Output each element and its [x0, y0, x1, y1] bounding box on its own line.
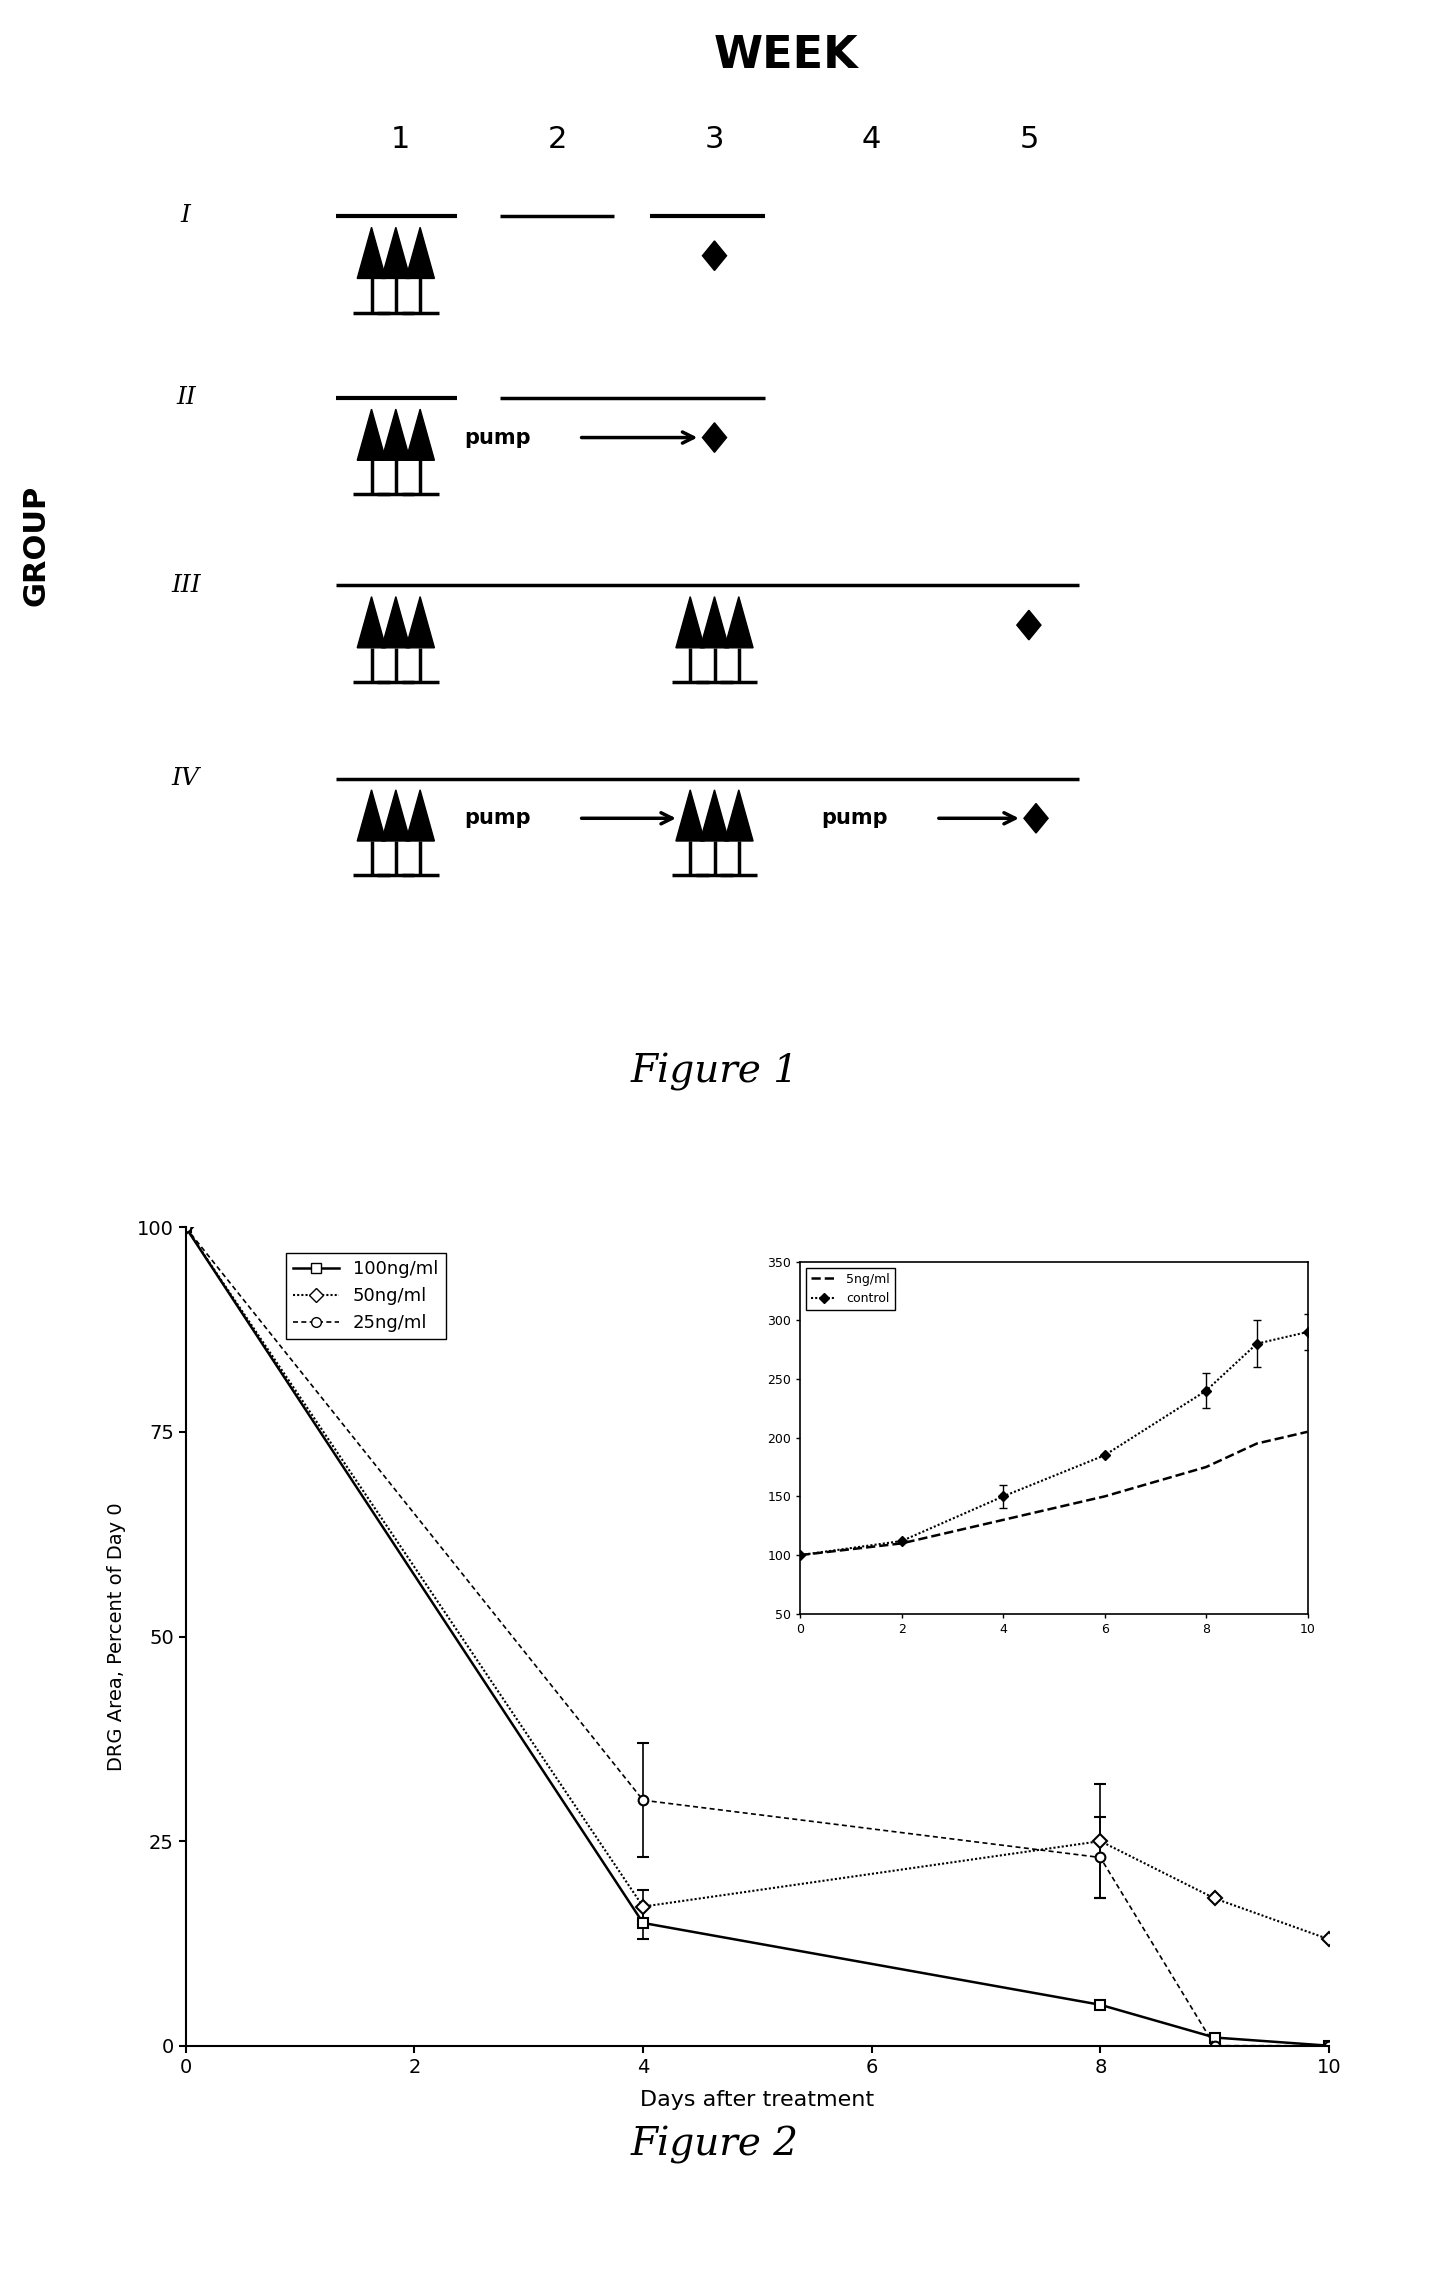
Polygon shape [725, 791, 753, 841]
Text: pump: pump [464, 809, 532, 827]
Text: 3: 3 [704, 125, 725, 155]
Text: pump: pump [464, 427, 532, 448]
Polygon shape [1017, 609, 1040, 641]
Polygon shape [357, 409, 386, 459]
Polygon shape [725, 596, 753, 648]
Legend: 100ng/ml, 50ng/ml, 25ng/ml: 100ng/ml, 50ng/ml, 25ng/ml [286, 1252, 446, 1339]
Text: WEEK: WEEK [713, 34, 859, 77]
Polygon shape [676, 791, 704, 841]
Polygon shape [406, 409, 434, 459]
Polygon shape [700, 791, 729, 841]
Y-axis label: DRG Area, Percent of Day 0: DRG Area, Percent of Day 0 [107, 1502, 126, 1771]
Polygon shape [700, 596, 729, 648]
Polygon shape [676, 596, 704, 648]
Text: Figure 1: Figure 1 [630, 1052, 799, 1091]
Polygon shape [382, 409, 410, 459]
Text: III: III [171, 573, 200, 598]
Polygon shape [406, 596, 434, 648]
Text: Figure 2: Figure 2 [630, 2125, 799, 2164]
Polygon shape [703, 241, 726, 270]
Polygon shape [357, 596, 386, 648]
Polygon shape [357, 791, 386, 841]
Polygon shape [382, 596, 410, 648]
X-axis label: Days after treatment: Days after treatment [640, 2091, 875, 2109]
Text: 1: 1 [390, 125, 410, 155]
Polygon shape [382, 791, 410, 841]
Polygon shape [1025, 802, 1047, 832]
Legend: 5ng/ml, control: 5ng/ml, control [806, 1268, 895, 1309]
Polygon shape [357, 227, 386, 280]
Polygon shape [406, 791, 434, 841]
Text: 5: 5 [1019, 125, 1039, 155]
Polygon shape [382, 227, 410, 280]
Text: I: I [181, 205, 190, 227]
Polygon shape [406, 227, 434, 280]
Text: 2: 2 [547, 125, 567, 155]
Polygon shape [703, 423, 726, 452]
Text: pump: pump [822, 809, 889, 827]
Text: II: II [176, 386, 196, 409]
Text: IV: IV [171, 766, 200, 791]
Text: 4: 4 [862, 125, 882, 155]
Text: GROUP: GROUP [21, 484, 50, 607]
